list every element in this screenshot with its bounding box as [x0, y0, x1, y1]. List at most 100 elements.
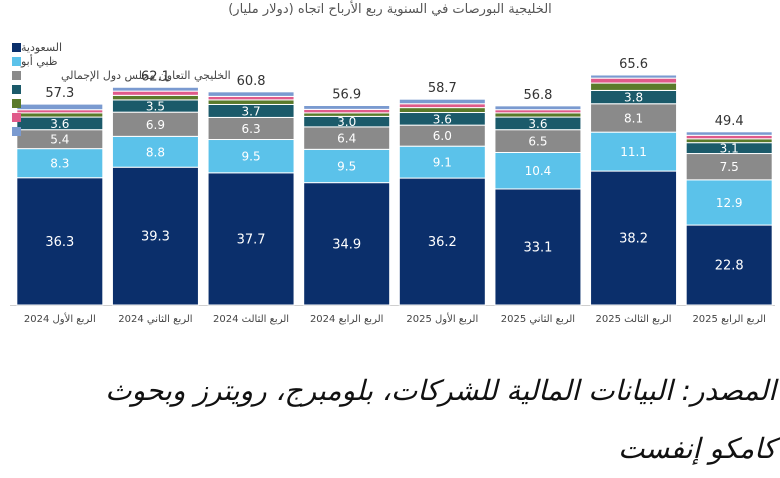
bar-segment — [590, 82, 678, 91]
bar-segment — [303, 148, 391, 184]
bar-segment-label: 8.8 — [146, 145, 165, 159]
bar-segment-label: 8.1 — [624, 111, 643, 125]
bar-total-label: 58.7 — [428, 81, 457, 96]
bar-segment — [111, 166, 199, 306]
legend-swatch-5 — [12, 98, 21, 108]
bar-segment — [207, 139, 295, 174]
bar-segment — [685, 131, 773, 136]
bar-segment-label: 11.1 — [620, 145, 647, 159]
bar-segment — [303, 105, 391, 110]
bar-total-label: 60.8 — [237, 74, 266, 89]
bar-segment-label: 3.8 — [624, 91, 643, 105]
x-tick-label: الربع الثالث 2024 — [213, 314, 289, 325]
bar-segment-label: 5.4 — [50, 133, 69, 147]
bar-segment — [398, 103, 486, 109]
bar-segment-label: 39.3 — [141, 230, 170, 245]
bar-segment-label: 22.8 — [715, 259, 744, 274]
legend-item-3: الخليجي التعاون مجلس دول الإجمالي — [6, 68, 231, 82]
x-tick-label: الربع الرابع 2025 — [692, 314, 766, 325]
legend-item-4 — [6, 82, 231, 96]
bar-segment — [303, 108, 391, 114]
legend-item-7 — [6, 124, 231, 138]
source-note: المصدر: البيانات المالية للشركات، بلومبر… — [0, 362, 776, 478]
bar-total-label: 56.8 — [523, 88, 552, 103]
bar-segment — [685, 134, 773, 140]
bar-segment-label: 3.1 — [720, 142, 739, 156]
bar-segment — [16, 148, 104, 179]
bar-segment — [303, 112, 391, 117]
bar-segment-label: 10.4 — [525, 164, 552, 178]
source-line-2: كامكو إنفست — [618, 432, 776, 465]
x-tick-label: الربع الثالث 2025 — [596, 314, 672, 325]
bar-segment — [685, 153, 773, 181]
legend-label-abu-dhabi: ظبي أبو — [21, 54, 58, 68]
bar-segment — [111, 86, 199, 92]
bar-total-label: 49.4 — [715, 114, 744, 129]
legend-overlap-text: الخليجي التعاون مجلس دول الإجمالي — [61, 68, 231, 82]
bar-total-label: 62.1 — [141, 69, 170, 84]
bar-segment — [494, 188, 582, 306]
bar-segment — [398, 98, 486, 105]
bar-segment — [685, 179, 773, 226]
bar-segment-label: 8.3 — [50, 157, 69, 171]
bar-segment — [494, 151, 582, 190]
bar-segment-label: 6.5 — [528, 135, 547, 149]
bar-segment — [494, 112, 582, 118]
bar-segment-label: 37.7 — [237, 232, 266, 247]
bar-segment — [590, 170, 678, 306]
stacked-bar-chart: 36.3 8.3 5.4 3.6 57.3 الربع الأول 2024 39.3 8.8… — [10, 57, 775, 325]
bar-segment-label: 36.3 — [45, 235, 74, 250]
bar-segment — [207, 91, 295, 97]
bar-segment-label: 6.3 — [242, 122, 261, 136]
bar-segment-label: 33.1 — [523, 240, 552, 255]
legend-item-5 — [6, 96, 231, 110]
bar-segment — [590, 103, 678, 133]
bar-total-label: 57.3 — [45, 86, 74, 101]
x-tick-label: الربع الأول 2024 — [24, 312, 96, 325]
bar-segment-label: 6.9 — [146, 118, 165, 132]
bar-segment-label: 12.9 — [716, 196, 743, 210]
bar-segment-label: 3.6 — [50, 117, 69, 131]
bar-total-label: 65.6 — [619, 57, 648, 72]
bar-segment-label: 9.1 — [433, 156, 452, 170]
x-tick-label: الربع الثاني 2024 — [118, 314, 192, 325]
legend-item-saudi: السعودية — [6, 40, 231, 54]
bar-segment — [303, 182, 391, 306]
bar-segment — [16, 177, 104, 306]
bar-segment-label: 6.4 — [337, 132, 356, 146]
bar-segment — [590, 77, 678, 84]
bar-segment-label: 9.5 — [242, 150, 261, 164]
legend-item-abu-dhabi: ظبي أبو — [6, 54, 231, 68]
bar-segment-label: 3.0 — [337, 115, 356, 129]
legend-swatch-3 — [12, 70, 21, 80]
legend-label-saudi: السعودية — [21, 40, 63, 54]
bar-segment-label: 3.6 — [433, 112, 452, 126]
bar-segment — [685, 138, 773, 144]
x-tick-label: الربع الأول 2025 — [406, 312, 478, 325]
source-line-1: المصدر: البيانات المالية للشركات، بلومبر… — [105, 374, 776, 407]
bar-segment-label: 3.7 — [242, 104, 261, 118]
bar-segment — [494, 105, 582, 111]
bar-segment-label: 9.5 — [337, 159, 356, 173]
bar-segment-label: 7.5 — [720, 160, 739, 174]
bar-segment-label: 6.0 — [433, 129, 452, 143]
chart-title: (دولار مليار) الخليجية البورصات في السنو… — [228, 2, 552, 17]
bar-segment — [398, 145, 486, 179]
bar-segment — [685, 224, 773, 306]
bar-segment-label: 38.2 — [619, 232, 648, 247]
bar-segment — [398, 107, 486, 114]
bar-segment-label: 3.5 — [146, 100, 165, 114]
legend-swatch-7 — [12, 126, 21, 136]
bar-segment — [590, 74, 678, 79]
bar-segment-label: 3.6 — [528, 117, 547, 131]
bar-segment-label: 34.9 — [332, 237, 361, 252]
x-tick-label: الربع الرابع 2024 — [310, 314, 384, 325]
legend-swatch-saudi — [12, 42, 21, 52]
legend-swatch-6 — [12, 112, 21, 122]
bar-segment-label: 36.2 — [428, 235, 457, 250]
legend-swatch-4 — [12, 84, 21, 94]
legend: السعودية ظبي أبو الخليجي التعاون مجلس دو… — [6, 40, 231, 138]
x-tick-label: الربع الثاني 2025 — [501, 314, 575, 325]
bar-total-label: 56.9 — [332, 88, 361, 103]
legend-item-6 — [6, 110, 231, 124]
